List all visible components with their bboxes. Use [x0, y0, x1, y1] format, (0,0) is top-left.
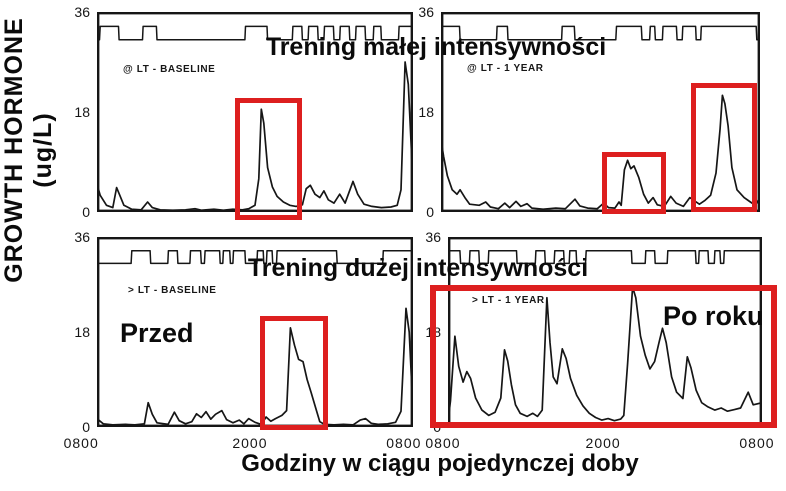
plot-frame — [97, 237, 413, 427]
full-panel-box-gt-1year — [430, 285, 777, 428]
plot-frame — [441, 12, 760, 212]
y-tick-label: 36 — [425, 229, 441, 245]
panel-lt-baseline-chart — [97, 12, 413, 212]
y-axis-title-line1: GROWTH HORMONE — [0, 17, 28, 283]
activity-square-wave-trace — [441, 25, 760, 41]
activity-square-wave-trace — [448, 249, 762, 265]
peak-box-lt-1year-night — [691, 83, 757, 212]
x-tick-label: 0800 — [63, 435, 99, 451]
y-tick-label: 18 — [418, 104, 434, 120]
gh-concentration-curve — [448, 286, 762, 423]
x-tick-label: 0800 — [739, 435, 775, 451]
y-tick-label: 18 — [74, 324, 90, 340]
y-axis-title: GROWTH HORMONE (ug/L) — [0, 0, 62, 300]
annotation-high-intensity-title: Trening dużej intensywności — [247, 254, 589, 282]
y-tick-label: 0 — [426, 204, 434, 220]
peak-box-lt-1year-evening — [602, 152, 666, 214]
x-tick-label: 0800 — [386, 435, 422, 451]
x-axis-title: Godziny w ciągu pojedynczej doby — [241, 450, 639, 477]
plot-frame — [97, 12, 413, 212]
peak-box-lt-baseline — [235, 98, 302, 220]
panel-condition-label: @ LT - 1 YEAR — [467, 63, 544, 74]
panel-condition-label: > LT - BASELINE — [128, 285, 217, 296]
panel-lt-1year-chart — [441, 12, 760, 212]
y-axis-title-line2: (ug/L) — [29, 112, 57, 188]
x-tick-label: 0800 — [425, 435, 461, 451]
x-tick-label: 2000 — [585, 435, 621, 451]
annotation-low-intensity-title: Trening małej intensywności — [265, 33, 607, 61]
panel-condition-label: @ LT - BASELINE — [123, 64, 216, 75]
activity-square-wave-trace — [97, 249, 413, 265]
y-tick-label: 0 — [82, 204, 90, 220]
activity-square-wave-trace — [97, 25, 413, 41]
peak-box-gt-baseline — [260, 316, 328, 430]
y-tick-label: 36 — [74, 4, 90, 20]
gh-concentration-curve — [441, 94, 760, 211]
gh-concentration-curve — [97, 61, 413, 212]
y-tick-label: 18 — [74, 104, 90, 120]
panel-condition-label: > LT - 1 YEAR — [472, 295, 545, 306]
x-tick-label: 2000 — [232, 435, 268, 451]
y-tick-label: 0 — [82, 419, 90, 435]
annotation-before-label: Przed — [120, 318, 194, 348]
y-tick-label: 36 — [74, 229, 90, 245]
annotation-after-label: Po roku — [663, 301, 764, 331]
y-tick-label: 36 — [418, 4, 434, 20]
